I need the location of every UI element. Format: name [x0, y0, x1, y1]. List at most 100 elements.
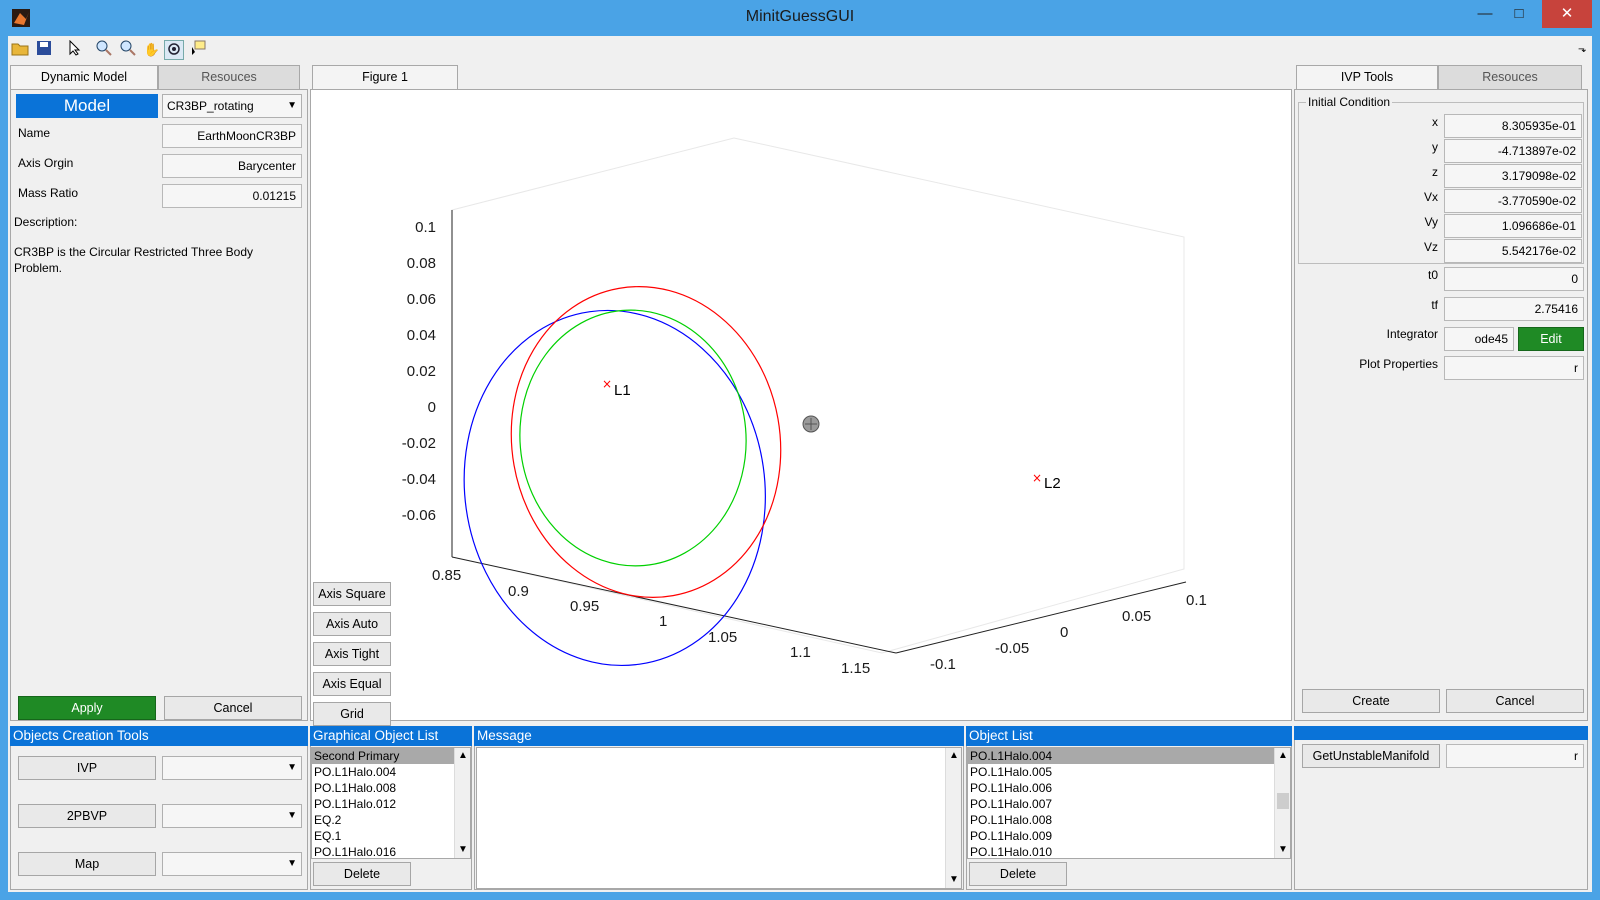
list-item[interactable]: PO.L1Halo.012: [314, 797, 397, 811]
list-item[interactable]: PO.L1Halo.008: [314, 781, 397, 795]
mass-ratio-field[interactable]: 0.01215: [162, 184, 302, 208]
ic-y-label: y: [1432, 140, 1438, 154]
map-select[interactable]: ▼: [162, 852, 302, 876]
integrator-edit-button[interactable]: Edit: [1518, 327, 1584, 351]
scroll-down-icon[interactable]: ▼: [458, 844, 468, 855]
tab-ivp-tools[interactable]: IVP Tools: [1296, 65, 1438, 89]
t0-label: t0: [1427, 268, 1438, 282]
scroll-down-icon[interactable]: ▼: [949, 874, 959, 885]
ivp-button[interactable]: IVP: [18, 756, 156, 780]
z-tick-label: 0.08: [407, 255, 436, 272]
maximize-button[interactable]: □: [1514, 5, 1524, 22]
axis-equal-button[interactable]: Axis Equal: [313, 672, 391, 696]
scroll-down-icon[interactable]: ▼: [1278, 844, 1288, 855]
close-button[interactable]: ✕: [1542, 0, 1592, 28]
2pbvp-button[interactable]: 2PBVP: [18, 804, 156, 828]
z-tick-label: 0.06: [407, 291, 436, 308]
delete-object-button[interactable]: Delete: [969, 862, 1067, 886]
list-item[interactable]: PO.L1Halo.009: [970, 829, 1053, 843]
scroll-thumb[interactable]: [1277, 793, 1289, 809]
window-title: MinitGuessGUI: [745, 8, 855, 25]
list-item[interactable]: PO.L1Halo.006: [970, 781, 1053, 795]
ic-vy-field[interactable]: 1.096686e-01: [1444, 214, 1582, 238]
pointer-icon[interactable]: [64, 39, 84, 60]
plot-properties-label: Plot Properties: [1359, 357, 1438, 371]
message-box[interactable]: ▲ ▼: [476, 747, 962, 889]
get-unstable-manifold-button[interactable]: GetUnstableManifold: [1302, 744, 1440, 768]
cancel-button-left[interactable]: Cancel: [164, 696, 302, 720]
grid-button[interactable]: Grid: [313, 702, 391, 726]
rotate-3d-icon[interactable]: [164, 40, 184, 60]
y-tick-label: 0.1: [1186, 592, 1207, 609]
axis-origin-field[interactable]: Barycenter: [162, 154, 302, 178]
integrator-field[interactable]: ode45: [1444, 327, 1514, 351]
y-axis-line: [895, 581, 1187, 654]
open-icon[interactable]: [10, 40, 30, 60]
message-text: [477, 748, 961, 752]
delete-graphical-button[interactable]: Delete: [313, 862, 411, 886]
list-item[interactable]: PO.L1Halo.010: [970, 845, 1053, 859]
y-tick-label: 0: [1060, 624, 1068, 641]
name-label: Name: [18, 126, 51, 140]
ic-vz-field[interactable]: 5.542176e-02: [1444, 239, 1582, 263]
tab-figure-1[interactable]: Figure 1: [312, 65, 458, 89]
tf-field[interactable]: 2.75416: [1444, 297, 1584, 321]
tab-resources-right[interactable]: Resouces: [1438, 65, 1582, 89]
minimize-button[interactable]: —: [1477, 5, 1493, 22]
ivp-select[interactable]: ▼: [162, 756, 302, 780]
list-item[interactable]: PO.L1Halo.007: [970, 797, 1053, 811]
name-field[interactable]: EarthMoonCR3BP: [162, 124, 302, 148]
plot-properties-field[interactable]: r: [1444, 356, 1584, 380]
ic-vy-label: Vy: [1424, 215, 1438, 229]
cancel-button-right[interactable]: Cancel: [1446, 689, 1584, 713]
list-item[interactable]: PO.L1Halo.004: [314, 765, 397, 779]
scroll-up-icon[interactable]: ▲: [949, 750, 959, 761]
t0-field[interactable]: 0: [1444, 267, 1584, 291]
ic-vx-field[interactable]: -3.770590e-02: [1444, 189, 1582, 213]
save-icon[interactable]: [34, 40, 54, 60]
list-item[interactable]: PO.L1Halo.005: [970, 765, 1053, 779]
scrollbar[interactable]: ▲ ▼: [1274, 748, 1290, 858]
ic-z-field[interactable]: 3.179098e-02: [1444, 164, 1582, 188]
zoom-in-icon[interactable]: [94, 40, 114, 60]
2pbvp-select[interactable]: ▼: [162, 804, 302, 828]
scroll-up-icon[interactable]: ▲: [458, 750, 468, 761]
ic-x-field[interactable]: 8.305935e-01: [1444, 114, 1582, 138]
title-bar: [0, 0, 1600, 36]
objects-creation-title: Objects Creation Tools: [10, 726, 308, 746]
ic-y-field[interactable]: -4.713897e-02: [1444, 139, 1582, 163]
list-item[interactable]: PO.L1Halo.008: [970, 813, 1053, 827]
list-item[interactable]: Second Primary: [312, 748, 470, 764]
axis-tight-button[interactable]: Axis Tight: [313, 642, 391, 666]
zoom-out-icon[interactable]: [118, 40, 138, 60]
axis-auto-button[interactable]: Axis Auto: [313, 612, 391, 636]
data-cursor-icon[interactable]: [188, 40, 208, 60]
object-list-title: Object List: [966, 726, 1292, 746]
scrollbar[interactable]: ▲ ▼: [454, 748, 470, 858]
list-item[interactable]: PO.L1Halo.016: [314, 845, 397, 859]
list-item[interactable]: PO.L1Halo.004: [968, 748, 1290, 764]
tab-dynamic-model[interactable]: Dynamic Model: [10, 65, 158, 89]
z-tick-label: 0.04: [407, 327, 436, 344]
tab-resources-left[interactable]: Resouces: [158, 65, 300, 89]
x-tick-label: 1.05: [708, 629, 737, 646]
x-tick-label: 0.9: [508, 583, 529, 600]
graphical-object-list[interactable]: Second Primary PO.L1Halo.004 PO.L1Halo.008…: [311, 747, 471, 859]
map-button[interactable]: Map: [18, 852, 156, 876]
list-item[interactable]: EQ.1: [314, 829, 342, 843]
toolbar-dock-icon[interactable]: ⬎: [1578, 44, 1587, 55]
l1-marker-icon: ×: [602, 377, 612, 391]
apply-button[interactable]: Apply: [18, 696, 156, 720]
manifold-field[interactable]: r: [1446, 744, 1584, 768]
scrollbar[interactable]: ▲ ▼: [945, 748, 961, 888]
scroll-up-icon[interactable]: ▲: [1278, 750, 1288, 761]
x-tick-label: 1.15: [841, 660, 870, 677]
create-button[interactable]: Create: [1302, 689, 1440, 713]
object-list[interactable]: PO.L1Halo.004 PO.L1Halo.005 PO.L1Halo.006 P…: [967, 747, 1291, 859]
list-item[interactable]: EQ.2: [314, 813, 342, 827]
plot-3d[interactable]: × L1 × L2 0.1 0.08 0.06 0.04 0.02 0 -0.0…: [310, 89, 1292, 721]
pan-icon[interactable]: ✋: [143, 42, 161, 57]
orbit-green: [519, 309, 747, 567]
axis-square-button[interactable]: Axis Square: [313, 582, 391, 606]
model-select[interactable]: CR3BP_rotating ▼: [162, 94, 302, 118]
